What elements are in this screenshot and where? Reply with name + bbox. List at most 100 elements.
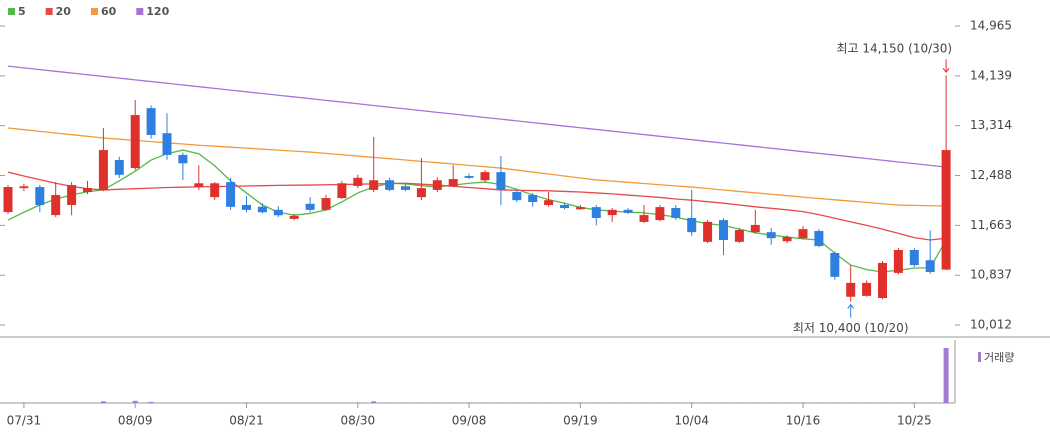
- volume-bar: [53, 402, 59, 403]
- volume-bar: [768, 402, 774, 403]
- candle-body: [114, 160, 124, 175]
- ma-line: [7, 171, 947, 241]
- x-tick-label: 08/09: [118, 414, 153, 428]
- volume-bar: [339, 402, 345, 403]
- volume-bar: [132, 400, 138, 403]
- candle-body: [369, 180, 379, 190]
- volume-bar: [880, 402, 885, 403]
- candle-body: [862, 282, 872, 296]
- candle-body: [544, 200, 554, 206]
- candle-body: [83, 188, 92, 193]
- candle-body: [51, 195, 61, 216]
- candle-body: [814, 230, 824, 247]
- volume-bar: [148, 401, 154, 403]
- legend-swatch: [45, 8, 53, 15]
- candle-body: [830, 252, 840, 277]
- volume-bar: [291, 402, 297, 403]
- volume-bar: [100, 401, 106, 403]
- y-tick-label: 11,663: [970, 218, 1012, 232]
- candle-body: [607, 209, 617, 216]
- x-tick-label: 08/30: [341, 414, 376, 428]
- high-arrow: [942, 59, 950, 74]
- candle-body: [130, 115, 140, 169]
- volume-bar: [848, 402, 854, 403]
- volume-bar: [259, 402, 265, 403]
- volume-bar: [721, 402, 726, 403]
- candle-body: [893, 249, 903, 273]
- volume-bar: [466, 402, 472, 403]
- x-tick-label: 09/08: [452, 414, 487, 428]
- x-tick-label: 10/25: [897, 414, 932, 428]
- legend-label: 20: [56, 5, 72, 18]
- candle-body: [194, 183, 204, 187]
- volume-bar: [403, 402, 408, 403]
- candle-body: [639, 215, 649, 222]
- candle-body: [941, 150, 951, 270]
- candle-body: [798, 229, 808, 239]
- volume-bar: [434, 402, 440, 403]
- candle-body: [480, 172, 490, 181]
- volume-bar: [244, 402, 249, 403]
- high-annotation: 최고 14,150 (10/30): [836, 42, 952, 56]
- candle-body: [178, 154, 188, 164]
- y-tick-label: 14,965: [970, 19, 1012, 33]
- volume-bar: [609, 402, 615, 403]
- x-tick-label: 08/21: [229, 414, 264, 428]
- legend-swatch: [136, 8, 144, 15]
- candle-body: [35, 187, 45, 206]
- volume-bar: [450, 402, 456, 403]
- volume-bar: [371, 401, 377, 403]
- volume-bar: [562, 402, 567, 403]
- candle-body: [19, 186, 29, 189]
- volume-bar: [577, 402, 583, 403]
- candle-body: [687, 217, 697, 233]
- candle-body: [719, 220, 728, 241]
- volume-legend-label: 거래량: [984, 351, 1014, 364]
- x-tick-label: 10/04: [674, 414, 709, 428]
- legend-label: 60: [101, 5, 117, 18]
- volume-bar: [800, 402, 806, 403]
- volume-bar: [307, 402, 313, 403]
- candle-body: [464, 176, 474, 178]
- volume-bar: [212, 402, 218, 403]
- volume-bar: [736, 402, 742, 403]
- candle-body: [560, 205, 569, 209]
- y-tick-label: 10,837: [970, 268, 1012, 282]
- candle-body: [878, 262, 887, 298]
- volume-bar: [641, 402, 647, 403]
- x-tick-label: 07/31: [7, 414, 42, 428]
- volume-bar: [705, 402, 711, 403]
- legend-label: 120: [146, 5, 169, 18]
- candle-body: [448, 179, 458, 186]
- y-tick-label: 13,314: [970, 118, 1012, 132]
- low-annotation: 최저 10,400 (10/20): [793, 321, 909, 335]
- candle-body: [909, 249, 919, 266]
- y-tick-label: 12,488: [970, 168, 1012, 182]
- x-tick-label: 09/19: [563, 414, 598, 428]
- volume-bar: [498, 402, 504, 403]
- candle-body: [655, 207, 665, 221]
- candle-body: [575, 207, 585, 210]
- volume-bar: [864, 402, 870, 403]
- candle-body: [210, 183, 220, 198]
- volume-bar: [482, 402, 488, 403]
- volume-bar: [21, 402, 27, 403]
- volume-bar: [116, 402, 122, 403]
- volume-bar: [927, 402, 933, 403]
- volume-bar: [832, 402, 838, 403]
- candle-body: [671, 208, 681, 218]
- volume-bar: [228, 402, 234, 403]
- candle-body: [353, 177, 363, 186]
- candle-body: [242, 205, 251, 210]
- volume-bar: [625, 402, 631, 403]
- volume-legend-swatch: [978, 352, 981, 362]
- candle-body: [305, 203, 315, 210]
- volume-bar: [689, 402, 695, 403]
- x-tick-label: 10/16: [786, 414, 821, 428]
- candle-body: [416, 188, 426, 198]
- volume-bar: [895, 402, 901, 403]
- candle-body: [750, 224, 760, 233]
- candle-body: [257, 206, 267, 213]
